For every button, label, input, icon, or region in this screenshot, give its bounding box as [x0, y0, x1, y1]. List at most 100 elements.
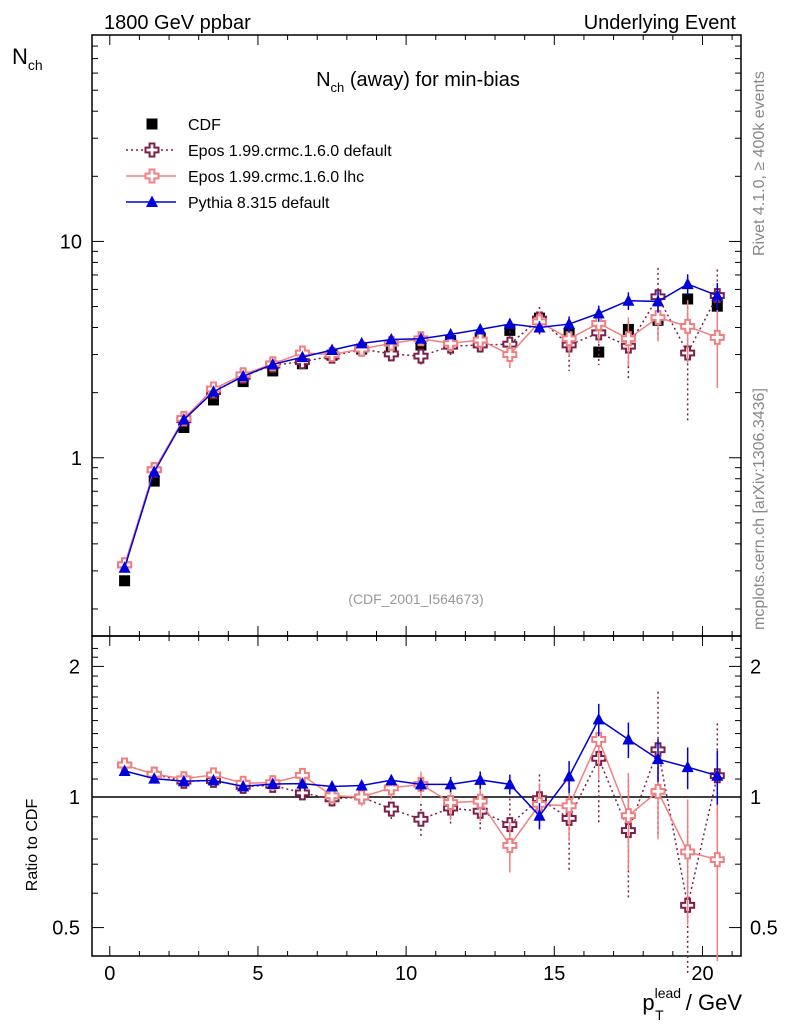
- ratio-y-tick-label: 2: [69, 656, 80, 678]
- ratio-series-epos-1-99-crmc-1-6-0-default: [117, 691, 725, 976]
- series-line: [123, 295, 718, 566]
- ratio-point: [118, 764, 131, 776]
- ratio-point: [207, 773, 220, 786]
- x-tick-label: 5: [252, 963, 263, 985]
- data-point: [652, 294, 665, 307]
- header-left: 1800 GeV ppbar: [104, 12, 251, 34]
- data-point: [709, 329, 725, 345]
- ratio-point: [502, 837, 518, 853]
- ratio-point: [148, 772, 161, 784]
- data-point: [681, 277, 694, 290]
- ratio-series-pythia-8-315-default: [118, 703, 724, 830]
- ratio-point: [592, 712, 605, 725]
- data-point: [177, 413, 190, 425]
- ratio-point: [561, 798, 577, 814]
- ratio-point: [414, 777, 427, 790]
- data-point: [383, 346, 399, 362]
- data-point: [385, 333, 398, 345]
- data-point: [443, 335, 459, 351]
- data-point: [119, 575, 131, 587]
- ratio-point: [324, 788, 340, 804]
- legend-marker: [146, 195, 158, 207]
- legend-item: Epos 1.99.crmc.1.6.0 default: [126, 142, 392, 160]
- data-point: [711, 289, 724, 301]
- ratio-point: [383, 801, 399, 817]
- ratio-point: [266, 777, 279, 789]
- data-point: [650, 310, 666, 326]
- data-point: [413, 348, 429, 364]
- x-tick-label: 15: [543, 963, 565, 985]
- ratio-point: [622, 732, 635, 745]
- data-point: [591, 315, 607, 331]
- ratio-point: [563, 769, 576, 782]
- data-point: [414, 332, 427, 344]
- y-tick-label: 10: [60, 231, 82, 253]
- rivet-version-label: Rivet 4.1.0, ≥ 400k events: [751, 71, 768, 256]
- ratio-point: [474, 773, 487, 785]
- ratio-frame: [91, 635, 742, 957]
- data-point: [326, 343, 339, 355]
- data-point: [355, 336, 368, 349]
- data-point: [178, 422, 190, 434]
- data-point: [208, 394, 220, 406]
- x-tick-label: 0: [104, 963, 115, 985]
- data-point: [472, 332, 488, 348]
- ratio-point: [326, 780, 339, 792]
- x-axis-label: plead T / GeV: [642, 985, 742, 1023]
- y-axis-label: Nch: [12, 44, 43, 73]
- data-point: [592, 306, 605, 319]
- data-point: [502, 347, 518, 363]
- legend-marker: [144, 168, 160, 184]
- data-point: [593, 346, 605, 358]
- chart-title: Nch (away) for min-bias: [316, 69, 520, 95]
- header-right: Underlying Event: [584, 12, 737, 34]
- ratio-y-tick-label: 1: [69, 787, 80, 809]
- data-point: [474, 322, 487, 335]
- data-point: [207, 385, 220, 397]
- legend-label: CDF: [188, 117, 221, 134]
- legend-label: Epos 1.99.crmc.1.6.0 default: [188, 143, 392, 160]
- ratio-y-tick-label-right: 0.5: [750, 918, 778, 940]
- ratio-point: [383, 780, 399, 796]
- ratio-point: [237, 779, 250, 792]
- ratio-y-tick-label: 0.5: [52, 918, 80, 940]
- ratio-point: [711, 769, 724, 781]
- data-point: [503, 317, 516, 330]
- y-tick-label: 1: [71, 448, 82, 470]
- data-point: [148, 475, 160, 487]
- ratio-point: [680, 844, 696, 860]
- data-point: [266, 357, 279, 370]
- data-point: [563, 317, 576, 330]
- ratio-point: [354, 789, 370, 805]
- legend-item: Pythia 8.315 default: [126, 195, 330, 212]
- x-ticks: 0 5 10 15 20: [104, 35, 733, 985]
- data-point: [620, 331, 636, 347]
- data-point: [622, 294, 635, 306]
- series-pythia-8-315-default: [118, 274, 724, 573]
- legend-item: CDF: [146, 117, 221, 134]
- data-point: [444, 327, 457, 340]
- ratio-point: [443, 794, 459, 810]
- ratio-point: [652, 752, 665, 765]
- x-tick-label: 10: [395, 963, 417, 985]
- mcplots-url-label: mcplots.cern.ch [arXiv:1306.3436]: [751, 388, 768, 630]
- legend: CDF Epos 1.99.crmc.1.6.0 default Epos 1.99…: [126, 117, 392, 212]
- series-epos-1-99-crmc-1-6-0-default: [117, 267, 725, 573]
- data-point: [296, 350, 309, 363]
- ratio-point: [533, 809, 546, 821]
- ratio-point: [503, 777, 516, 790]
- legend-label: Pythia 8.315 default: [188, 195, 330, 212]
- data-point: [533, 321, 546, 333]
- data-point: [237, 369, 250, 382]
- ratio-y-tick-label-right: 1: [750, 787, 761, 809]
- data-point: [680, 318, 696, 334]
- ratio-point: [681, 760, 694, 773]
- ratio-point: [413, 811, 429, 827]
- ratio-point: [294, 785, 310, 801]
- ratio-point: [650, 783, 666, 799]
- ratio-point: [709, 852, 725, 868]
- data-point: [682, 293, 694, 305]
- ratio-y-axis-label: Ratio to CDF: [24, 799, 41, 892]
- legend-item: Epos 1.99.crmc.1.6.0 lhc: [126, 168, 364, 186]
